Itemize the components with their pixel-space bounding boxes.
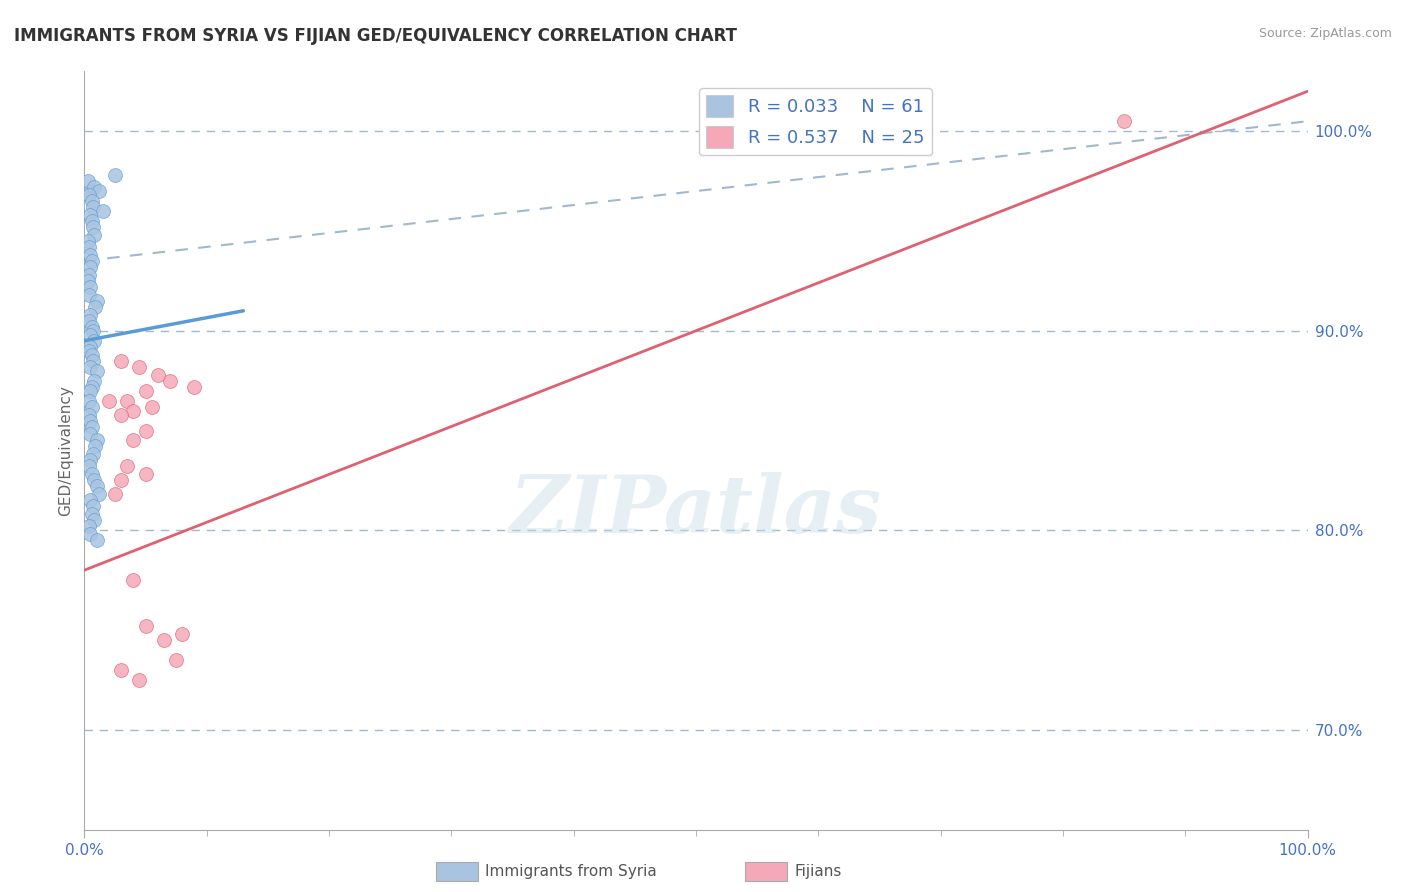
Point (86, 293, 108, 308)
Text: ZIPatlas: ZIPatlas (510, 473, 882, 549)
Point (110, 474, 132, 488)
Point (80, 379, 103, 393)
Point (86, 533, 108, 548)
Point (83, 227, 105, 242)
Point (91, 204, 114, 219)
Point (79, 427, 101, 442)
Point (79, 308, 101, 322)
Point (80, 467, 103, 482)
Point (79, 184, 101, 198)
Point (77, 288, 100, 302)
Point (83, 474, 105, 488)
Point (77, 459, 100, 474)
Point (83, 180, 105, 194)
Point (77, 519, 100, 533)
Point (146, 368, 169, 382)
Point (79, 359, 101, 374)
Point (82, 500, 104, 514)
Point (77, 240, 100, 254)
Point (79, 327, 101, 342)
Point (135, 619, 157, 633)
Point (80, 214, 103, 228)
Point (79, 413, 101, 427)
Point (122, 573, 145, 587)
Point (86, 364, 108, 378)
Point (84, 440, 107, 454)
Point (80, 194, 103, 208)
Text: Fijians: Fijians (794, 864, 842, 879)
Text: Immigrants from Syria: Immigrants from Syria (485, 864, 657, 879)
Point (77, 174, 100, 188)
Point (77, 234, 100, 248)
Text: Source: ZipAtlas.com: Source: ZipAtlas.com (1258, 27, 1392, 40)
Y-axis label: GED/Equivalency: GED/Equivalency (58, 385, 73, 516)
Point (77, 343, 100, 358)
Point (80, 348, 103, 362)
Point (82, 353, 104, 368)
Point (80, 419, 103, 434)
Point (79, 384, 101, 398)
Point (153, 633, 176, 648)
Point (82, 219, 104, 234)
Point (110, 408, 132, 422)
Text: IMMIGRANTS FROM SYRIA VS FIJIAN GED/EQUIVALENCY CORRELATION CHART: IMMIGRANTS FROM SYRIA VS FIJIAN GED/EQUI… (14, 27, 737, 45)
Point (79, 280, 101, 294)
Point (82, 200, 104, 214)
Point (172, 627, 194, 641)
Point (80, 319, 103, 334)
Point (115, 459, 138, 474)
Point (110, 663, 132, 677)
Point (79, 208, 101, 222)
Point (77, 393, 100, 408)
Point (83, 513, 105, 527)
Point (84, 300, 107, 314)
Point (79, 493, 101, 508)
Point (79, 340, 101, 354)
Point (128, 359, 150, 374)
Point (80, 400, 103, 414)
Point (87, 487, 110, 501)
Point (77, 314, 100, 328)
Point (122, 434, 145, 448)
Point (128, 673, 150, 687)
Point (1114, 114, 1136, 128)
Point (141, 400, 163, 414)
Point (110, 353, 132, 368)
Point (79, 260, 101, 274)
Point (79, 527, 101, 541)
Point (104, 487, 127, 501)
Legend: R = 0.033    N = 61, R = 0.537    N = 25: R = 0.033 N = 61, R = 0.537 N = 25 (699, 88, 932, 155)
Point (97, 393, 120, 408)
Point (104, 168, 127, 182)
Point (79, 453, 101, 467)
Point (115, 393, 138, 408)
Point (86, 434, 108, 448)
Point (82, 324, 104, 338)
Point (77, 268, 100, 282)
Point (135, 424, 157, 438)
Point (165, 653, 187, 667)
Point (77, 188, 100, 202)
Point (80, 253, 103, 268)
Point (77, 408, 100, 422)
Point (77, 274, 100, 288)
Point (82, 447, 104, 461)
Point (87, 184, 110, 198)
Point (122, 403, 145, 417)
Point (135, 467, 157, 482)
Point (79, 248, 101, 262)
Point (83, 334, 105, 348)
Point (159, 374, 181, 388)
Point (80, 508, 103, 522)
Point (83, 374, 105, 388)
Point (86, 479, 108, 493)
Point (183, 379, 205, 393)
Point (135, 384, 157, 398)
